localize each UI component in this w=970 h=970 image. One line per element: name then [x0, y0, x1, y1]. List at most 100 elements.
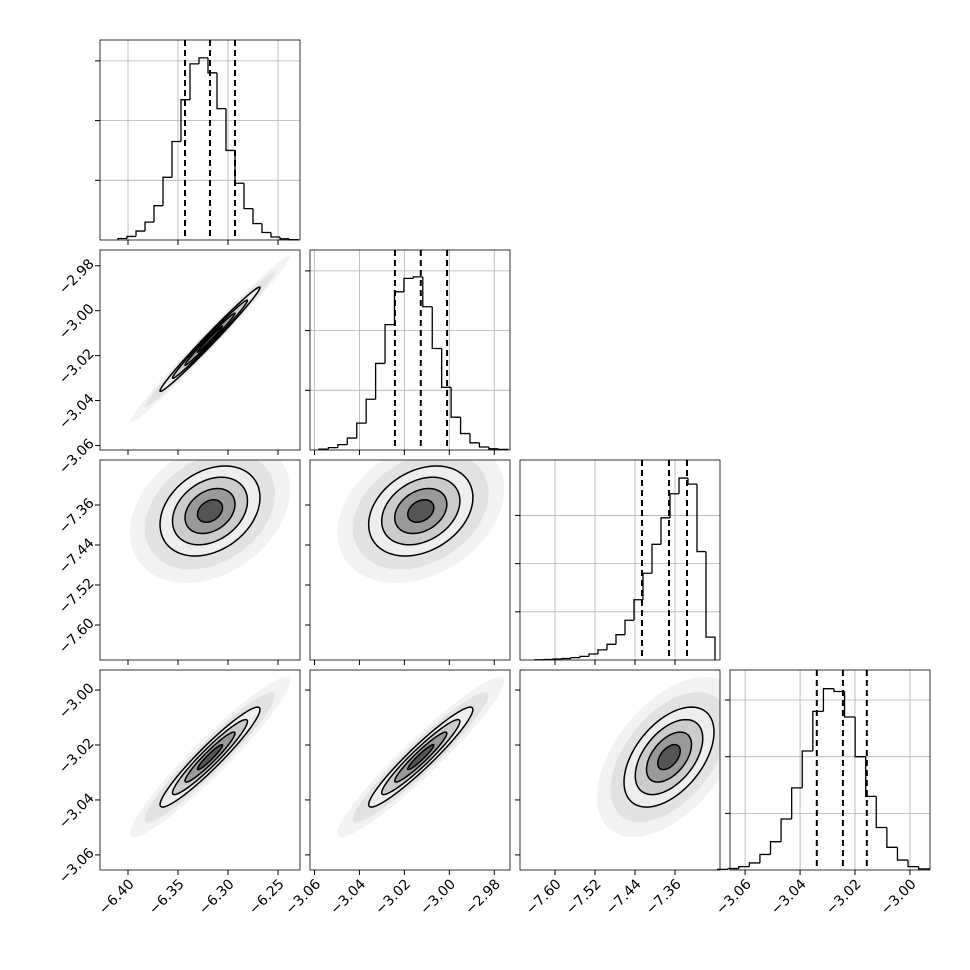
histogram-panel: [716, 669, 931, 871]
histogram-step: [759, 853, 771, 863]
histogram-step: [812, 710, 824, 752]
contour: [184, 487, 236, 535]
panel-frame: [99, 39, 301, 241]
x-tick-label: −3.04: [327, 876, 369, 918]
y-tick-label: −3.06: [56, 436, 98, 478]
y-tick-label: −2.98: [56, 256, 98, 298]
panel-frame: [309, 669, 511, 871]
histogram-step: [488, 447, 499, 450]
contour: [196, 499, 224, 523]
histogram-step: [843, 691, 856, 718]
histogram-step: [216, 72, 226, 110]
density-fill: [407, 499, 434, 523]
contour: [196, 743, 224, 771]
y-tick-label: −3.00: [56, 680, 98, 722]
histogram-step: [801, 750, 813, 788]
histogram-step: [261, 223, 271, 234]
contour: [196, 325, 224, 353]
histogram-step: [441, 348, 452, 388]
histogram-step: [570, 656, 580, 659]
histogram-step: [791, 787, 803, 820]
histogram-step: [469, 433, 480, 444]
y-tick-label: −3.02: [56, 735, 98, 777]
histogram-step: [207, 57, 217, 74]
histogram-step: [738, 865, 750, 869]
histogram-step: [606, 643, 616, 650]
histogram-step: [327, 446, 338, 450]
contour: [393, 731, 448, 783]
x-tick-label: −6.30: [196, 876, 238, 918]
y-tick-label: −3.02: [56, 346, 98, 388]
contour: [634, 718, 704, 796]
x-tick-label: −7.52: [563, 876, 605, 918]
density-panel: [597, 677, 720, 838]
y-tick-label: −7.60: [56, 615, 98, 657]
histogram-panel: [95, 39, 301, 241]
density-panel: [337, 677, 505, 838]
panel-frame: [729, 669, 931, 871]
histogram-step: [633, 599, 643, 621]
histogram-panel: [305, 249, 511, 451]
x-tick-label: −3.06: [282, 876, 324, 918]
histogram-step: [822, 688, 834, 712]
histogram-step: [705, 551, 716, 660]
histogram-step: [833, 688, 845, 693]
contour: [171, 299, 249, 380]
histogram-step: [135, 230, 145, 237]
histogram-step: [279, 237, 289, 240]
y-tick-label: −3.06: [56, 845, 98, 887]
contour: [380, 476, 461, 546]
histogram-step: [748, 862, 760, 867]
histogram-step: [144, 221, 154, 232]
histogram-step: [669, 493, 679, 518]
histogram-step: [769, 841, 782, 855]
y-tick-label: −3.04: [56, 790, 98, 832]
histogram-step: [243, 183, 253, 210]
x-tick-label: −6.40: [96, 876, 138, 918]
histogram-step: [153, 205, 163, 223]
histogram-step: [252, 208, 262, 225]
histogram-step: [431, 306, 442, 350]
density-fill: [197, 744, 223, 770]
x-tick-label: −2.98: [462, 876, 504, 918]
histogram-step: [478, 442, 489, 448]
histogram-step: [126, 235, 136, 239]
x-tick-label: −3.00: [878, 876, 920, 918]
y-tick-label: −7.52: [56, 575, 98, 617]
x-tick-label: −3.06: [713, 876, 755, 918]
histogram-step: [117, 237, 127, 240]
histogram-step: [579, 655, 589, 658]
histogram-step: [678, 477, 688, 494]
histogram-step: [225, 108, 235, 152]
histogram-step: [171, 140, 181, 178]
histogram-step: [270, 232, 280, 238]
histogram-step: [896, 847, 909, 861]
y-tick-label: −7.44: [56, 535, 98, 577]
y-tick-label: −7.36: [56, 495, 98, 537]
histogram-step: [393, 291, 404, 325]
x-tick-label: −6.35: [146, 876, 188, 918]
contour: [367, 465, 474, 557]
histogram-step: [917, 866, 930, 870]
contour: [171, 476, 249, 546]
histogram-step: [189, 63, 199, 100]
histogram-step: [588, 653, 598, 657]
histogram-step: [854, 717, 866, 758]
histogram-step: [162, 176, 172, 206]
histogram-step: [198, 57, 208, 64]
histogram-step: [727, 867, 739, 870]
histogram-step: [624, 619, 634, 635]
histogram-step: [615, 634, 625, 645]
x-tick-label: −3.04: [768, 876, 810, 918]
contour: [159, 286, 261, 393]
x-tick-label: −7.60: [523, 876, 565, 918]
histogram-step: [660, 517, 670, 545]
histogram-step: [450, 387, 461, 418]
contour: [159, 465, 261, 557]
panel-frame: [99, 459, 301, 661]
histogram-step: [346, 437, 357, 445]
density-panel: [337, 460, 505, 583]
x-tick-label: −7.36: [643, 876, 685, 918]
contour: [184, 312, 236, 367]
panel-frame: [99, 669, 301, 871]
